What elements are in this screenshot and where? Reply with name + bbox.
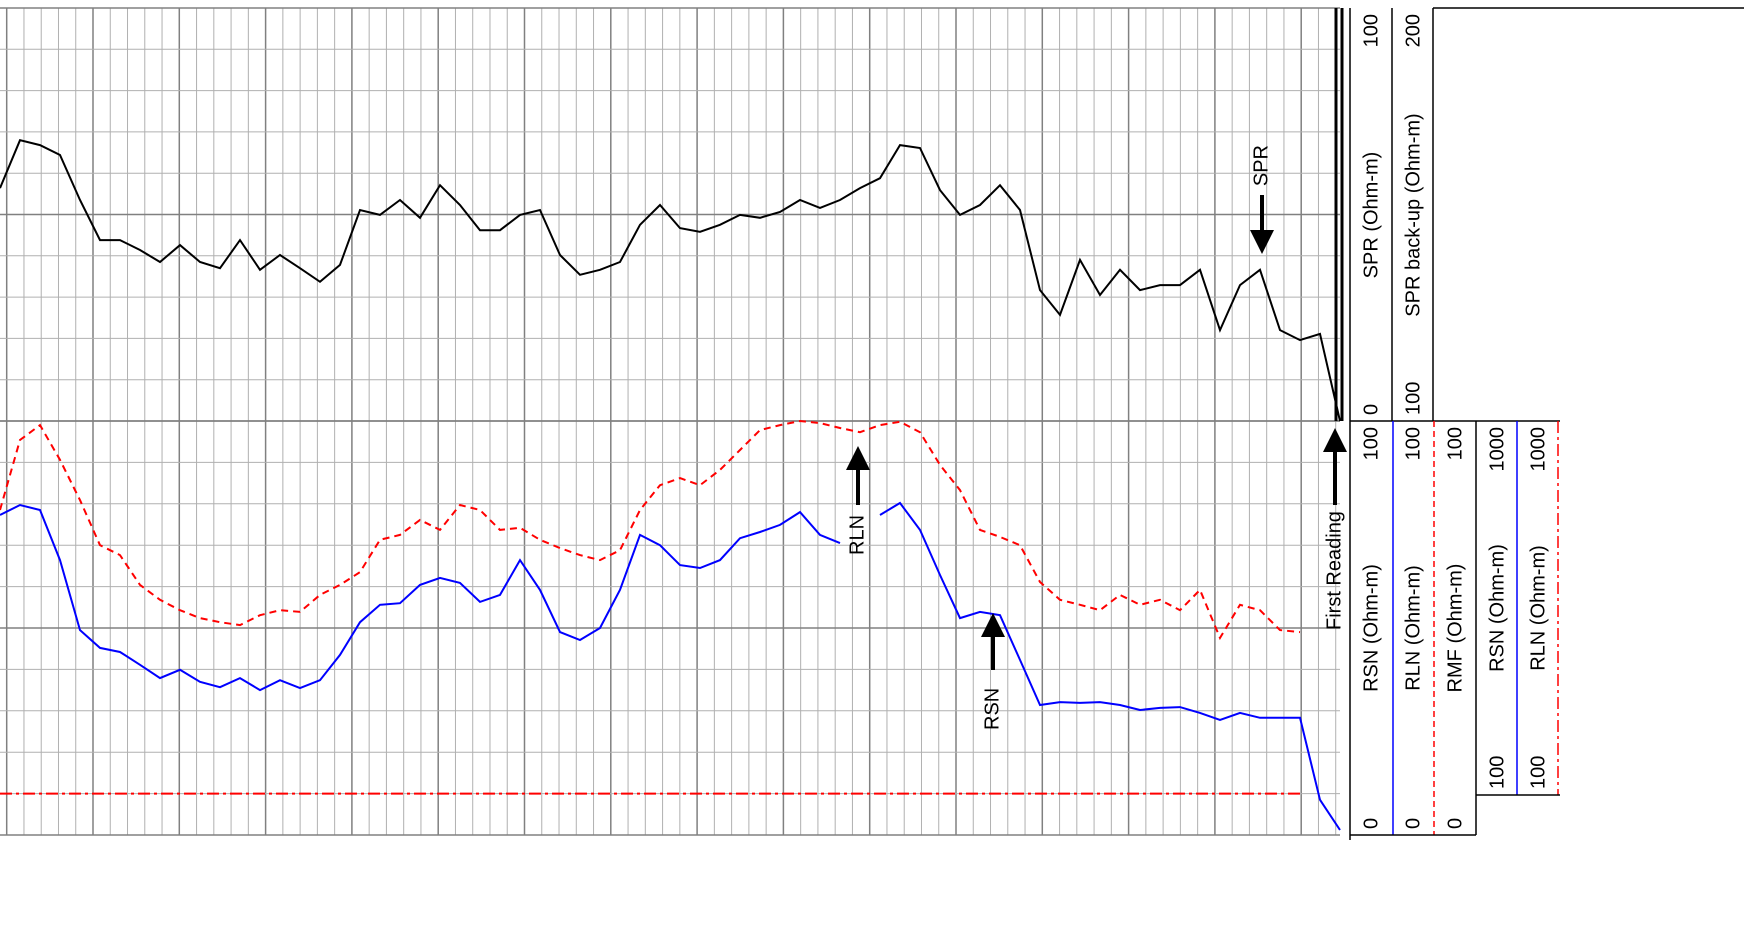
scale-max: 1000 xyxy=(1527,427,1549,472)
annotation: SPR xyxy=(1250,145,1272,186)
header xyxy=(1334,7,1744,840)
scale-max: 200 xyxy=(1402,14,1424,47)
scale-name: RSN (Ohm-m) xyxy=(1486,544,1508,672)
grid xyxy=(0,7,1340,836)
scale-name: RSN (Ohm-m) xyxy=(1360,564,1382,692)
scale-min: 100 xyxy=(1527,756,1549,789)
scale-name: RMF (Ohm-m) xyxy=(1444,564,1466,693)
scale-max: 100 xyxy=(1444,427,1466,460)
annotation: First Reading xyxy=(1323,511,1345,630)
log-curve xyxy=(0,419,1301,641)
scale-name: SPR (Ohm-m) xyxy=(1360,152,1382,279)
scale-name: RLN (Ohm-m) xyxy=(1402,565,1424,691)
scale-name: RLN (Ohm-m) xyxy=(1527,545,1549,671)
scale-max: 100 xyxy=(1402,427,1424,460)
annotation: RSN xyxy=(981,688,1003,730)
scale-min: 100 xyxy=(1486,756,1508,789)
scale-min: 0 xyxy=(1360,404,1382,415)
scale-min: 0 xyxy=(1444,818,1466,829)
scale-name: SPR back-up (Ohm-m) xyxy=(1402,113,1424,316)
scale-min: 0 xyxy=(1360,818,1382,829)
scale-max: 100 xyxy=(1360,427,1382,460)
scale-min: 100 xyxy=(1402,382,1424,415)
scale-max: 1000 xyxy=(1486,427,1508,472)
log-curve xyxy=(0,139,1341,422)
labels: 100 SPR (Ohm-m) 0 200 SPR back-up (Ohm-m) 100… xyxy=(846,14,1549,829)
scale-min: 0 xyxy=(1402,818,1424,829)
curves xyxy=(0,139,1341,831)
scale-max: 100 xyxy=(1360,14,1382,47)
annotation: RLN xyxy=(846,515,868,555)
log-curve xyxy=(0,501,1341,831)
